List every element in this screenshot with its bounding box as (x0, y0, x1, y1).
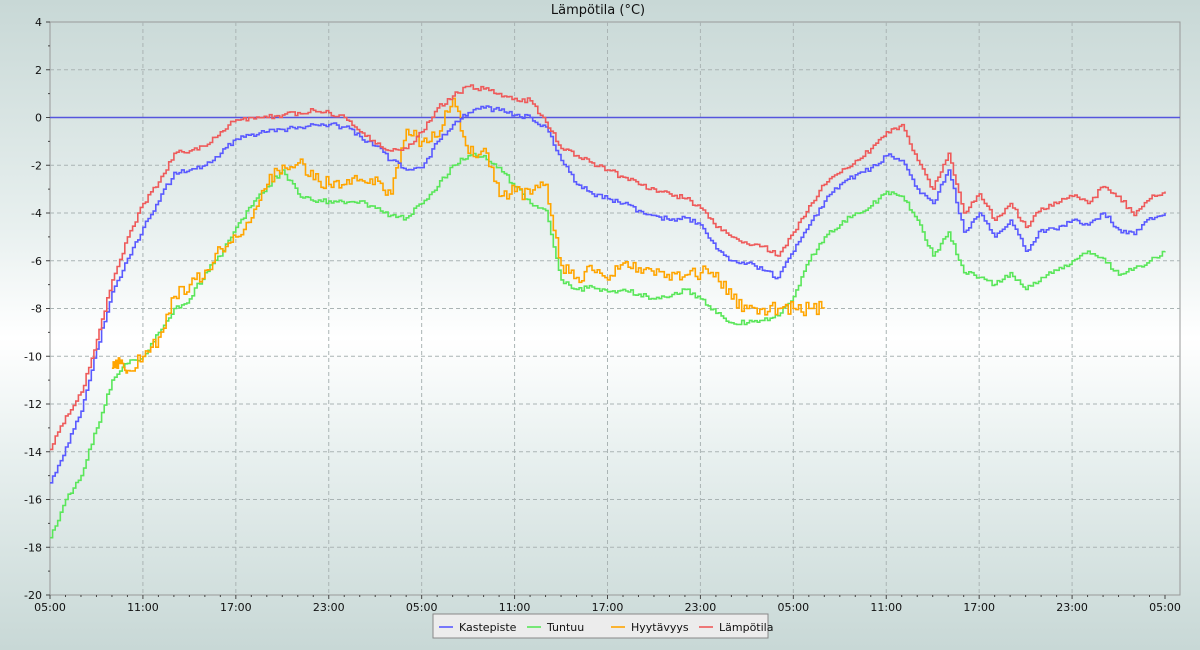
series-line-lämpötila (50, 84, 1166, 451)
x-tick-label: 23:00 (685, 601, 717, 614)
legend-label: Tuntuu (546, 621, 584, 634)
x-tick-label: 17:00 (592, 601, 624, 614)
y-tick-label: 0 (35, 112, 42, 125)
series-line-tuntuu (50, 152, 1166, 539)
y-tick-label: -18 (24, 541, 42, 554)
y-tick-label: -14 (24, 446, 42, 459)
x-tick-label: 11:00 (127, 601, 159, 614)
y-tick-label: -16 (24, 494, 42, 507)
y-tick-label: -8 (31, 303, 42, 316)
y-tick-label: -6 (31, 255, 42, 268)
x-tick-label: 23:00 (313, 601, 345, 614)
x-tick-label: 05:00 (777, 601, 809, 614)
y-tick-label: -2 (31, 159, 42, 172)
x-axis: 05:00 11:00 17:00 23:00 05:00 11:00 17:00 23:00… (34, 595, 1181, 614)
y-tick-label: 4 (35, 16, 42, 29)
x-tick-label: 23:00 (1056, 601, 1088, 614)
legend-box (432, 613, 769, 639)
grid (50, 22, 1180, 595)
x-tick-label: 17:00 (963, 601, 995, 614)
series-lines (50, 84, 1166, 539)
series-line-kastepiste (50, 105, 1166, 484)
x-tick-label: 11:00 (499, 601, 531, 614)
x-tick-label: 05:00 (406, 601, 438, 614)
legend-label: Lämpötila (719, 621, 773, 634)
y-tick-label: -12 (24, 398, 42, 411)
x-tick-label: 05:00 (1149, 601, 1181, 614)
y-tick-label: -20 (24, 589, 42, 602)
y-tick-label: 2 (35, 64, 42, 77)
chart-title: Lämpötila (°C) (551, 3, 645, 18)
series-line-hyytävyys (111, 97, 826, 374)
y-tick-label: -10 (24, 350, 42, 363)
x-tick-label: 17:00 (220, 601, 252, 614)
x-tick-label: 11:00 (870, 601, 902, 614)
y-tick-label: -4 (31, 207, 42, 220)
x-tick-label: 05:00 (34, 601, 66, 614)
legend: Kastepiste Tuntuu Hyytävyys Lämpötila (432, 613, 773, 639)
legend-label: Hyytävyys (631, 621, 689, 634)
legend-label: Kastepiste (459, 621, 517, 634)
